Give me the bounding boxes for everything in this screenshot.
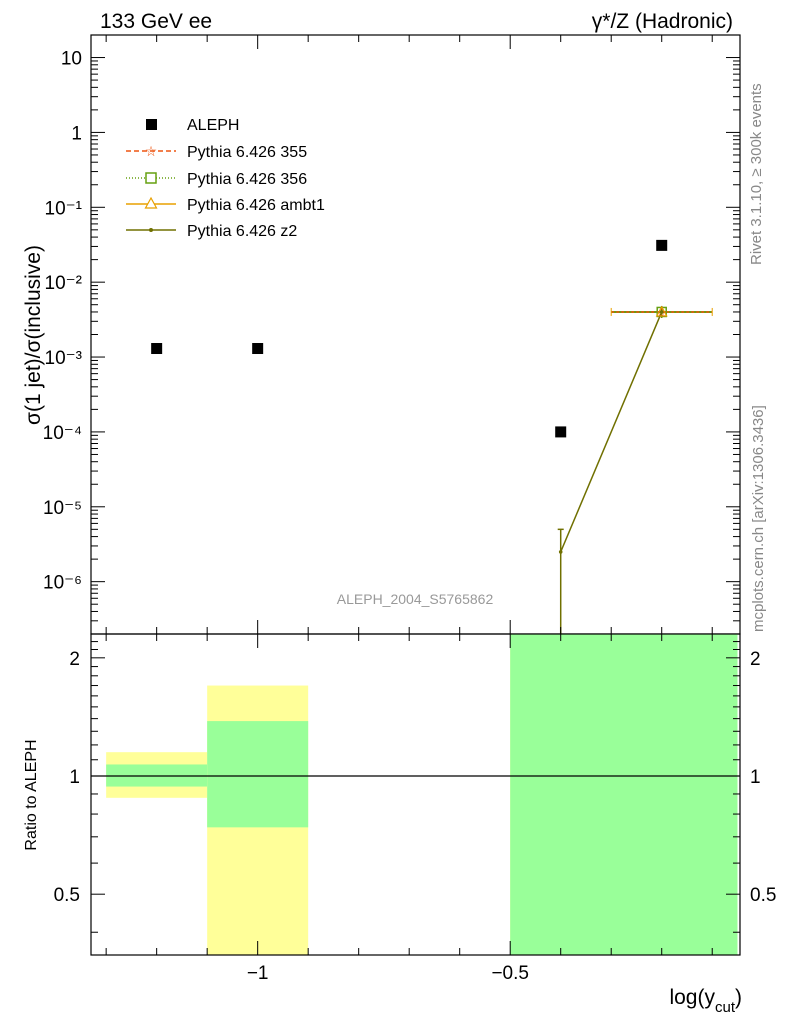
legend-marker-356 xyxy=(145,172,157,184)
legend-label: ALEPH xyxy=(187,117,239,134)
ratio-y-tick-label-left: 2 xyxy=(69,649,80,670)
ratio-y-tick-label-right: 2 xyxy=(750,649,761,670)
analysis-label: ALEPH_2004_S5765862 xyxy=(337,591,494,607)
mcplots-label: mcplots.cern.ch [arXiv:1306.3436] xyxy=(750,405,767,632)
x-tick-label: −1 xyxy=(247,963,269,984)
y-tick-label: 10⁻¹ xyxy=(45,198,83,219)
header-right: γ*/Z (Hadronic) xyxy=(592,10,733,33)
y-tick-label: 10⁻⁶ xyxy=(43,573,82,594)
rivet-label: Rivet 3.1.10, ≥ 300k events xyxy=(748,83,765,265)
z2-line xyxy=(560,311,663,553)
ratio-frame xyxy=(90,633,741,956)
aleph-point xyxy=(252,343,264,355)
ratio-y-tick-label-left: 0.5 xyxy=(54,885,80,906)
x-axis-label: log(ycut) xyxy=(669,986,742,1016)
legend-marker-355: ☆ xyxy=(145,143,158,159)
header-left: 133 GeV ee xyxy=(100,10,212,33)
pythia-ambt1-point xyxy=(655,305,668,317)
aleph-point xyxy=(656,239,668,251)
legend-marker-ambt1 xyxy=(144,196,158,209)
legend-marker-z2 xyxy=(149,228,153,232)
y-tick-label: 10⁻² xyxy=(45,273,83,294)
x-axis-label-main: log(y xyxy=(669,986,715,1009)
z2-point xyxy=(558,550,563,554)
ratio-panel: −1 −0.5 0.5 0.5 1 1 2 2 xyxy=(54,620,776,984)
legend-label: Pythia 6.426 ambt1 xyxy=(187,197,325,214)
y-tick-label: 1 xyxy=(71,123,82,144)
legend-label: Pythia 6.426 z2 xyxy=(187,223,297,240)
main-y-axis-label: σ(1 jet)/σ(inclusive) xyxy=(22,245,45,425)
y-tick-label: 10 xyxy=(61,49,82,70)
legend-marker-aleph xyxy=(146,119,157,130)
aleph-point xyxy=(151,343,163,355)
y-tick-label: 10⁻³ xyxy=(45,348,83,369)
ratio-band-inner xyxy=(510,634,738,955)
legend: ☆ ALEPH Pythia 6.426 355 Pythia 6.426 356 Py… xyxy=(126,117,325,240)
ratio-y-tick-label-right: 0.5 xyxy=(750,885,776,906)
x-axis-label-close: ) xyxy=(735,986,742,1009)
y-tick-label: 10⁻⁴ xyxy=(43,423,82,444)
aleph-point xyxy=(555,426,567,438)
legend-label: Pythia 6.426 356 xyxy=(187,171,307,188)
main-panel: 10⁻⁶ 10⁻⁵ 10⁻⁴ 10⁻³ 10⁻² 10⁻¹ 1 10 ☆ xyxy=(43,34,741,635)
ratio-y-tick-label-left: 1 xyxy=(69,767,80,788)
x-tick-label: −0.5 xyxy=(491,963,529,984)
x-axis-label-sub: cut xyxy=(715,999,736,1016)
z2-point xyxy=(659,310,664,314)
ratio-y-tick-label-right: 1 xyxy=(750,767,761,788)
legend-label: Pythia 6.426 355 xyxy=(187,144,307,161)
ratio-y-axis-label: Ratio to ALEPH xyxy=(23,739,40,850)
y-tick-label: 10⁻⁵ xyxy=(43,498,82,519)
ratio-band-inner xyxy=(207,721,309,828)
